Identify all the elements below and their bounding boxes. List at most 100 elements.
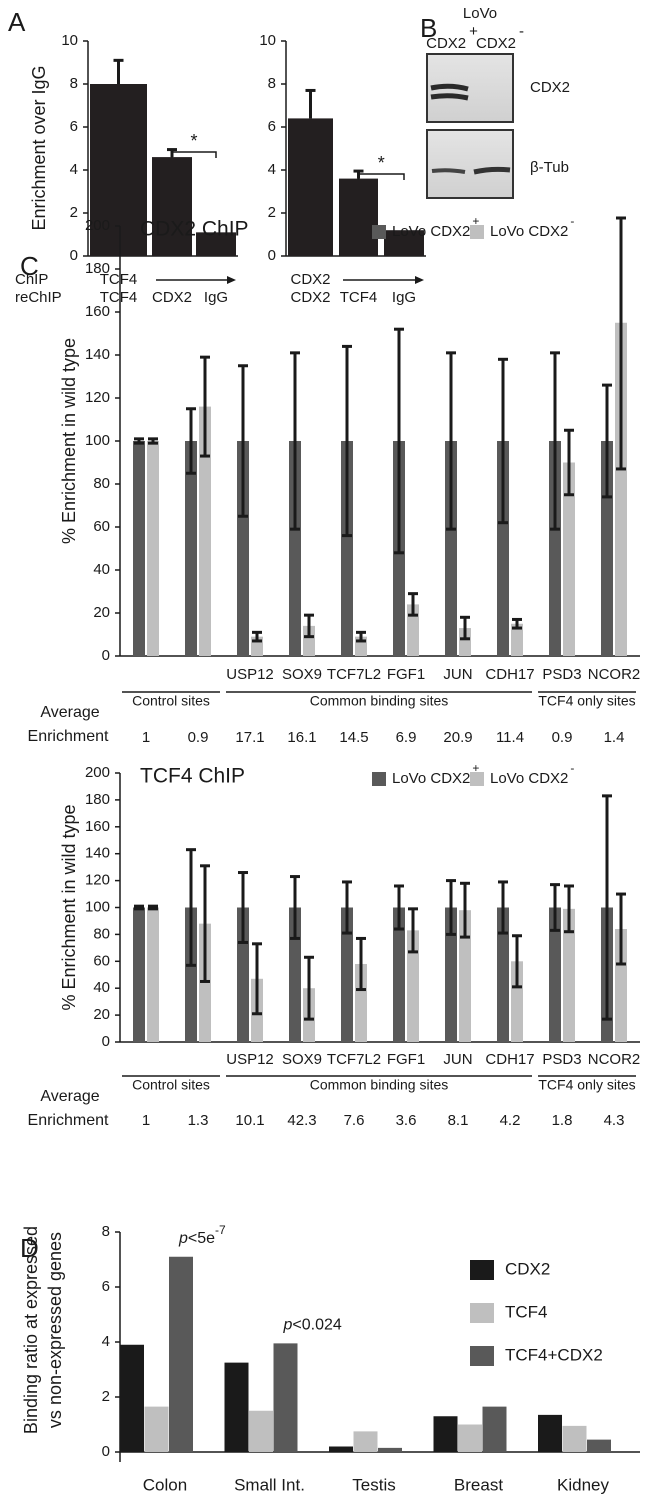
sig-star: * bbox=[378, 153, 385, 173]
band bbox=[431, 86, 468, 89]
x-tick-label: PSD3 bbox=[542, 1051, 581, 1068]
y-tick-label: 100 bbox=[85, 432, 110, 449]
bar bbox=[274, 1343, 298, 1452]
y-tick-label: 10 bbox=[259, 32, 276, 49]
bar bbox=[225, 1363, 249, 1452]
y-tick-label: 8 bbox=[268, 75, 276, 92]
y-tick-label: 4 bbox=[102, 1333, 110, 1350]
y-tick-label: 0 bbox=[102, 1443, 110, 1460]
legend-swatch bbox=[372, 225, 386, 239]
x-tick-label: CDH17 bbox=[485, 666, 534, 683]
band bbox=[474, 169, 510, 172]
x-tick-label: FGF1 bbox=[387, 1051, 425, 1068]
group-label: Common binding sites bbox=[310, 1077, 449, 1093]
y-axis-label: % Enrichment in wild type bbox=[59, 804, 79, 1010]
summary-value: 1.4 bbox=[604, 729, 625, 746]
legend-label: TCF4+CDX2 bbox=[505, 1345, 603, 1364]
y-tick-label: 40 bbox=[93, 561, 110, 578]
y-tick-label: 120 bbox=[85, 872, 110, 889]
summary-value: 6.9 bbox=[396, 729, 417, 746]
y-tick-label: 100 bbox=[85, 898, 110, 915]
x-tick-label: FGF1 bbox=[387, 666, 425, 683]
y-tick-label: 0 bbox=[70, 247, 78, 264]
x-tick-label: Breast bbox=[454, 1475, 503, 1494]
legend-name: LoVo CDX2 bbox=[392, 770, 470, 787]
bar bbox=[152, 157, 192, 256]
lane-name: CDX2 bbox=[476, 35, 516, 52]
x-tick-label: CDH17 bbox=[485, 1051, 534, 1068]
bar bbox=[587, 1440, 611, 1452]
summary-value: 4.3 bbox=[604, 1112, 625, 1129]
bar bbox=[169, 1257, 193, 1452]
bar bbox=[145, 1407, 169, 1452]
y-tick-label: 20 bbox=[93, 1006, 110, 1023]
x-tick-label: TCF4 bbox=[340, 289, 378, 306]
bar bbox=[458, 1425, 482, 1453]
group-label: Common binding sites bbox=[310, 693, 449, 709]
bar bbox=[378, 1448, 402, 1452]
legend-sup: - bbox=[570, 214, 574, 228]
legend-swatch bbox=[470, 1260, 494, 1280]
y-axis-label: vs non-expressed genes bbox=[45, 1232, 65, 1428]
legend-swatch bbox=[470, 1346, 494, 1366]
y-tick-label: 4 bbox=[268, 161, 276, 178]
summary-value: 16.1 bbox=[287, 729, 316, 746]
y-tick-label: 0 bbox=[102, 1033, 110, 1050]
arrow-head bbox=[415, 276, 424, 284]
y-tick-label: 6 bbox=[268, 118, 276, 135]
annotation: p<0.024 bbox=[283, 1317, 342, 1334]
legend-label: LoVo CDX2- bbox=[490, 761, 574, 787]
group-label: TCF4 only sites bbox=[538, 1077, 635, 1093]
group-label: TCF4 only sites bbox=[538, 693, 635, 709]
lane-sign: - bbox=[519, 23, 524, 40]
y-tick-label: 60 bbox=[93, 518, 110, 535]
sig-star: * bbox=[190, 131, 197, 151]
x-tick-label: CDX2 bbox=[152, 289, 192, 306]
lane-name: CDX2 bbox=[426, 35, 466, 52]
x-tick-label: CDX2 bbox=[290, 289, 330, 306]
legend-name: LoVo CDX2 bbox=[490, 223, 568, 240]
summary-label: Average bbox=[40, 1088, 99, 1105]
summary-value: 7.6 bbox=[344, 1112, 365, 1129]
bar bbox=[538, 1415, 562, 1452]
bar bbox=[329, 1447, 353, 1453]
summary-value: 1 bbox=[142, 729, 150, 746]
y-tick-label: 8 bbox=[70, 75, 78, 92]
band bbox=[432, 170, 465, 172]
legend-label: LoVo CDX2+ bbox=[392, 214, 479, 240]
y-tick-label: 120 bbox=[85, 389, 110, 406]
summary-value: 0.9 bbox=[552, 729, 573, 746]
y-tick-label: 0 bbox=[102, 647, 110, 664]
summary-value: 17.1 bbox=[235, 729, 264, 746]
x-tick-label: IgG bbox=[204, 289, 228, 306]
blot-header: LoVo bbox=[463, 5, 497, 22]
legend-name: LoVo CDX2 bbox=[490, 770, 568, 787]
band-label: CDX2 bbox=[530, 79, 570, 96]
annotation-text: <5e bbox=[188, 1230, 215, 1247]
annotation-italic: p bbox=[283, 1317, 293, 1334]
y-tick-label: 200 bbox=[85, 217, 110, 234]
x-tick-label: PSD3 bbox=[542, 666, 581, 683]
arrow-head bbox=[227, 276, 236, 284]
legend-swatch bbox=[470, 772, 484, 786]
x-tick-label: NCOR2 bbox=[588, 666, 641, 683]
legend-sup: - bbox=[570, 761, 574, 775]
band-label: β-Tub bbox=[530, 159, 569, 176]
y-tick-label: 140 bbox=[85, 346, 110, 363]
x-tick-label: SOX9 bbox=[282, 1051, 322, 1068]
summary-label: Enrichment bbox=[28, 728, 109, 745]
y-tick-label: 2 bbox=[268, 204, 276, 221]
band bbox=[431, 96, 468, 98]
y-tick-label: 6 bbox=[102, 1278, 110, 1295]
y-tick-label: 80 bbox=[93, 925, 110, 942]
bar bbox=[563, 1426, 587, 1452]
y-tick-label: 80 bbox=[93, 475, 110, 492]
x-tick-label: Kidney bbox=[557, 1475, 609, 1494]
x-tick-label: JUN bbox=[443, 666, 472, 683]
legend-swatch bbox=[470, 1303, 494, 1323]
y-tick-label: 180 bbox=[85, 791, 110, 808]
y-axis-label: Binding ratio at expressed bbox=[21, 1226, 41, 1434]
lane-label: CDX2- bbox=[476, 23, 524, 52]
chart-title: CDX2 ChIP bbox=[140, 218, 249, 241]
summary-label: Average bbox=[40, 704, 99, 721]
